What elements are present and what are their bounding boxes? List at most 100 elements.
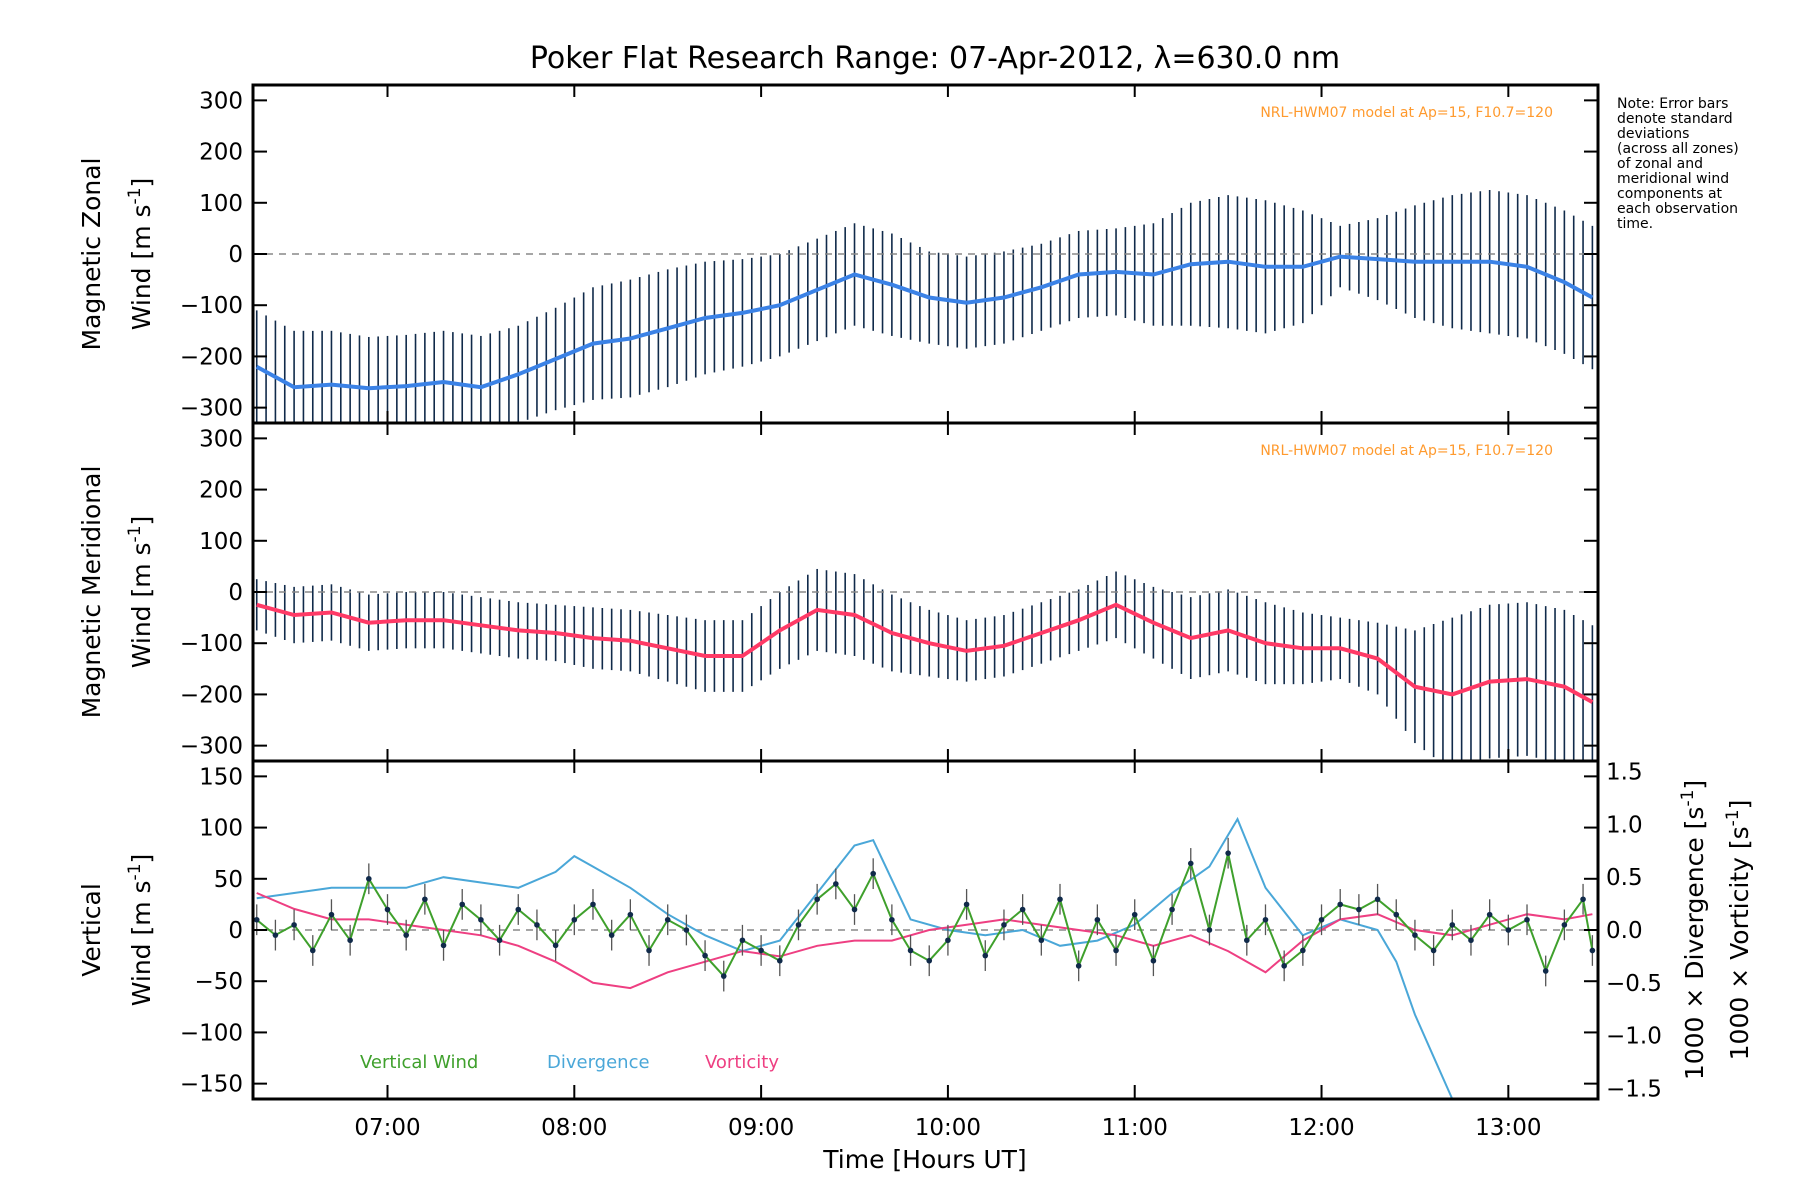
meridional-ylabel-line2: Wind [m s-1] [125, 516, 156, 669]
vertical-wind-point [309, 947, 316, 954]
zonal-panel: −300 −200 −100 0 100 200 300 NRL-HWM07 model a… [77, 83, 1600, 425]
y-tick-label: 100 [199, 529, 243, 555]
vertical-wind-point [907, 947, 914, 954]
vertical-wind-point [1131, 911, 1138, 918]
y2-tick-label: −1.0 [1606, 1024, 1662, 1050]
legend-vorticity: Vorticity [705, 1052, 779, 1073]
vertical-wind-point [664, 916, 671, 923]
y-tick-label: −300 [180, 734, 243, 760]
x-ticks: 07:00 08:00 09:00 10:00 11:00 12:00 13:00 [354, 761, 1541, 1141]
vertical-wind-point [758, 947, 764, 954]
vertical-wind-point [1281, 963, 1287, 969]
vertical-y2-ticks: −1.5 −1.0 −0.5 0.0 0.5 1.0 1.5 [1606, 760, 1662, 1103]
y2-tick-label: 0.5 [1606, 865, 1643, 891]
vertical-wind-point [646, 947, 652, 954]
y-tick-label: −150 [180, 1072, 243, 1098]
y2-tick-label: 0.0 [1606, 918, 1643, 944]
vertical-wind-point [1225, 850, 1231, 856]
vertical-wind-point [814, 896, 820, 903]
x-tick-label: 12:00 [1288, 1115, 1354, 1141]
vertical-wind-point [982, 952, 989, 959]
vertical-wind-point [1094, 916, 1101, 923]
y2-tick-label: −1.5 [1606, 1076, 1662, 1102]
x-tick-label: 09:00 [728, 1115, 794, 1141]
vorticity-line [256, 892, 1593, 990]
vertical-wind-point [1430, 947, 1437, 954]
y-tick-label: 100 [199, 191, 243, 217]
note-line: time. [1617, 216, 1653, 232]
vertical-wind-point [926, 957, 933, 964]
y-tick-label: 300 [199, 88, 243, 114]
x-tick-label: 13:00 [1475, 1115, 1541, 1141]
y-tick-label: −100 [180, 1020, 243, 1046]
vertical-wind-point [291, 922, 297, 928]
zonal-error-bars [255, 189, 1594, 423]
vertical-wind-line [256, 852, 1594, 978]
vertical-wind-point [403, 932, 409, 938]
note-line: (across all zones) [1617, 141, 1739, 157]
vertical-wind-point [422, 896, 428, 903]
note-block: Note: Error bars denote standard deviati… [1617, 96, 1739, 232]
note-line: components at [1617, 186, 1723, 202]
zonal-y-ticks: −300 −200 −100 0 100 200 300 [180, 85, 1598, 423]
note-line: Note: Error bars [1617, 96, 1728, 112]
vertical-wind-point [795, 922, 802, 928]
x-tick-label: 08:00 [541, 1115, 607, 1141]
y2-tick-label: −0.5 [1606, 971, 1662, 997]
y2-tick-label: 1.5 [1606, 760, 1643, 786]
vertical-wind-point [253, 916, 260, 923]
vertical-wind-point [776, 957, 783, 964]
vertical-wind-point [963, 901, 970, 908]
meridional-y-ticks: −300 −200 −100 0 100 200 300 [180, 423, 1598, 761]
vertical-wind-point [328, 911, 335, 918]
x-tick-label: 07:00 [354, 1115, 420, 1141]
vertical-wind-point [1580, 896, 1586, 903]
vertical-wind-point [515, 906, 522, 913]
y-tick-label: 200 [199, 140, 243, 166]
vertical-wind-point [1019, 906, 1026, 913]
vertical-wind-point [889, 916, 895, 923]
vertical-wind-point [683, 927, 690, 933]
y-tick-label: 0 [228, 242, 243, 268]
vertical-wind-point [851, 906, 858, 913]
vertical-wind-point [534, 922, 540, 928]
vertical-wind-point [1169, 906, 1175, 913]
vertical-wind-point [1486, 911, 1493, 918]
vertical-wind-point [440, 942, 447, 949]
zonal-ylabel-line1: Magnetic Zonal [77, 158, 106, 351]
zonal-ylabel-line2: Wind [m s-1] [125, 178, 156, 331]
y-tick-label: 200 [199, 478, 243, 504]
vertical-wind-point [1075, 963, 1082, 969]
vertical-wind-point [1187, 860, 1194, 867]
vertical-wind-point [1244, 937, 1250, 944]
meridional-error-bars [255, 568, 1594, 761]
note-line: denote standard [1617, 111, 1733, 127]
y-tick-label: −100 [180, 631, 243, 657]
y-tick-label: −100 [180, 293, 243, 319]
note-line: of zonal and [1617, 156, 1703, 172]
vertical-wind-point [1262, 916, 1269, 923]
y-tick-label: −300 [180, 396, 243, 422]
vertical-wind-point [1561, 922, 1568, 928]
vertical-wind-point [552, 942, 559, 949]
vertical-wind-point [1524, 916, 1530, 923]
y2-tick-label: 1.0 [1606, 812, 1643, 838]
vertical-wind-point [1206, 927, 1213, 933]
y-tick-label: 100 [199, 816, 243, 842]
vertical-y-ticks: −150 −100 −50 0 50 100 150 [180, 764, 1598, 1098]
divergence-axis-label: 1000 × Divergence [s-1] [1678, 780, 1709, 1080]
vertical-ylabel-line2: Wind [m s-1] [125, 854, 156, 1007]
meridional-model-label: NRL-HWM07 model at Ap=15, F10.7=120 [1260, 443, 1553, 459]
vertical-wind-point [496, 937, 503, 944]
vertical-wind-point [1542, 968, 1549, 974]
y-tick-label: −200 [180, 344, 243, 370]
vertical-wind-point [1505, 927, 1512, 933]
vertical-wind-point [478, 916, 484, 923]
vertical-wind-point [608, 932, 615, 938]
y-tick-label: −200 [180, 682, 243, 708]
y-tick-label: 0 [228, 580, 243, 606]
vertical-wind-point [739, 937, 746, 944]
vertical-wind-point [1038, 937, 1045, 944]
vertical-wind-point [1589, 947, 1596, 954]
